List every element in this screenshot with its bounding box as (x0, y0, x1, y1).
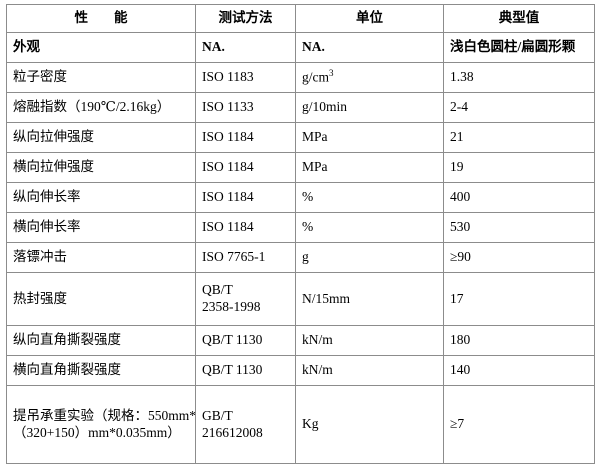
cell-value: ≥90 (443, 242, 595, 273)
cell-method: ISO 1184 (195, 122, 296, 153)
cell-property: 纵向拉伸强度 (6, 122, 196, 153)
table-header: 性能 测试方法 单位 典型值 (6, 4, 595, 33)
cell-property: 热封强度 (6, 272, 196, 326)
table-row: 提吊承重实验（规格：550mm* （320+150）mm*0.035mm） GB… (6, 385, 595, 464)
table-row: 纵向拉伸强度 ISO 1184 MPa 21 (6, 122, 595, 153)
cell-unit: % (295, 182, 444, 213)
header-performance-char-1: 性 (74, 10, 89, 26)
spec-table-container: 性能 测试方法 单位 典型值 外观 NA. NA. 浅白色圆柱/扁圆形颗 粒子密… (6, 4, 595, 464)
cell-method: ISO 1133 (195, 92, 296, 123)
cell-unit: g/cm3 (295, 62, 444, 93)
property-line-2: （320+150）mm*0.035mm） (13, 424, 181, 440)
cell-method: QB/T 1130 (195, 355, 296, 386)
cell-unit: % (295, 212, 444, 243)
cell-method: ISO 1184 (195, 182, 296, 213)
cell-method: GB/T 216612008 (195, 385, 296, 464)
cell-value: 17 (443, 272, 595, 326)
cell-method: ISO 1184 (195, 212, 296, 243)
table-row: 纵向伸长率 ISO 1184 % 400 (6, 182, 595, 213)
cell-value: 140 (443, 355, 595, 386)
cell-value: 19 (443, 152, 595, 183)
cell-property: 熔融指数（190℃/2.16kg） (6, 92, 196, 123)
cell-property: 横向拉伸强度 (6, 152, 196, 183)
product-specification-table: 性能 测试方法 单位 典型值 外观 NA. NA. 浅白色圆柱/扁圆形颗 粒子密… (6, 4, 595, 464)
cell-value: 1.38 (443, 62, 595, 93)
cell-property: 外观 (6, 32, 196, 63)
cell-property: 纵向直角撕裂强度 (6, 325, 196, 356)
column-header-test-method: 测试方法 (195, 4, 296, 33)
table-row: 横向拉伸强度 ISO 1184 MPa 19 (6, 152, 595, 183)
cell-unit: NA. (295, 32, 444, 63)
cell-value: 400 (443, 182, 595, 213)
cell-value: ≥7 (443, 385, 595, 464)
column-header-typical-value: 典型值 (443, 4, 595, 33)
header-performance-char-2: 能 (114, 10, 128, 26)
table-row: 横向伸长率 ISO 1184 % 530 (6, 212, 595, 243)
cell-unit: kN/m (295, 325, 444, 356)
table-row: 熔融指数（190℃/2.16kg） ISO 1133 g/10min 2-4 (6, 92, 595, 123)
cell-property: 横向伸长率 (6, 212, 196, 243)
method-line-1: GB/T (202, 407, 233, 423)
cell-unit: MPa (295, 122, 444, 153)
cell-unit: g/10min (295, 92, 444, 123)
table-row: 热封强度 QB/T 2358-1998 N/15mm 17 (6, 272, 595, 326)
cell-value: 浅白色圆柱/扁圆形颗 (443, 32, 595, 63)
cell-value: 530 (443, 212, 595, 243)
cell-method: QB/T 2358-1998 (195, 272, 296, 326)
cell-method: ISO 1183 (195, 62, 296, 93)
column-header-performance: 性能 (6, 4, 196, 33)
column-header-unit: 单位 (295, 4, 444, 33)
table-body: 外观 NA. NA. 浅白色圆柱/扁圆形颗 粒子密度 ISO 1183 g/cm… (6, 32, 595, 464)
cell-unit: Kg (295, 385, 444, 464)
method-line-2: 216612008 (202, 424, 263, 440)
cell-property: 粒子密度 (6, 62, 196, 93)
cell-method: QB/T 1130 (195, 325, 296, 356)
cell-unit: kN/m (295, 355, 444, 386)
property-line-1: 提吊承重实验（规格：550mm* (13, 407, 196, 423)
cell-property: 纵向伸长率 (6, 182, 196, 213)
unit-base: g/cm (302, 69, 329, 85)
cell-unit: MPa (295, 152, 444, 183)
cell-property: 横向直角撕裂强度 (6, 355, 196, 386)
cell-method: ISO 1184 (195, 152, 296, 183)
cell-method: ISO 7765-1 (195, 242, 296, 273)
method-line-2: 2358-1998 (202, 299, 261, 314)
table-row: 落镖冲击 ISO 7765-1 g ≥90 (6, 242, 595, 273)
cell-unit: g (295, 242, 444, 273)
cell-unit: N/15mm (295, 272, 444, 326)
cell-method: NA. (195, 32, 296, 63)
cell-value: 21 (443, 122, 595, 153)
cell-value: 2-4 (443, 92, 595, 123)
table-row: 横向直角撕裂强度 QB/T 1130 kN/m 140 (6, 355, 595, 386)
table-row: 外观 NA. NA. 浅白色圆柱/扁圆形颗 (6, 32, 595, 63)
cell-property: 落镖冲击 (6, 242, 196, 273)
method-line-1: QB/T (202, 282, 233, 298)
cell-property: 提吊承重实验（规格：550mm* （320+150）mm*0.035mm） (6, 385, 196, 464)
unit-superscript: 3 (329, 68, 334, 79)
header-row: 性能 测试方法 单位 典型值 (6, 4, 595, 33)
table-row: 粒子密度 ISO 1183 g/cm3 1.38 (6, 62, 595, 93)
table-row: 纵向直角撕裂强度 QB/T 1130 kN/m 180 (6, 325, 595, 356)
cell-value: 180 (443, 325, 595, 356)
